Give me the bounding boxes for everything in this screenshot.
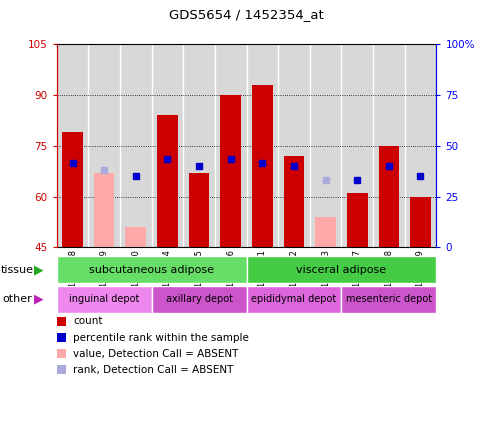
Text: mesenteric depot: mesenteric depot xyxy=(346,294,432,304)
Bar xyxy=(379,146,399,247)
Text: other: other xyxy=(2,294,32,304)
Bar xyxy=(252,85,273,247)
Bar xyxy=(189,173,210,247)
Bar xyxy=(246,256,436,283)
Text: axillary depot: axillary depot xyxy=(166,294,233,304)
Text: epididymal depot: epididymal depot xyxy=(251,294,337,304)
Bar xyxy=(62,132,83,247)
Text: inguinal depot: inguinal depot xyxy=(69,294,140,304)
Text: rank, Detection Call = ABSENT: rank, Detection Call = ABSENT xyxy=(73,365,233,375)
Bar xyxy=(347,193,367,247)
Text: tissue: tissue xyxy=(0,265,34,275)
Text: GDS5654 / 1452354_at: GDS5654 / 1452354_at xyxy=(169,8,324,21)
Text: subcutaneous adipose: subcutaneous adipose xyxy=(89,265,214,275)
Text: visceral adipose: visceral adipose xyxy=(296,265,387,275)
Bar xyxy=(410,197,431,247)
Text: percentile rank within the sample: percentile rank within the sample xyxy=(73,332,249,343)
Bar xyxy=(57,256,246,283)
Bar xyxy=(57,286,152,313)
Text: ▶: ▶ xyxy=(34,263,43,276)
Bar xyxy=(157,115,177,247)
Text: value, Detection Call = ABSENT: value, Detection Call = ABSENT xyxy=(73,349,238,359)
Bar xyxy=(283,156,304,247)
Bar xyxy=(94,173,114,247)
Bar xyxy=(126,227,146,247)
Text: count: count xyxy=(73,316,103,327)
Bar xyxy=(316,217,336,247)
Bar xyxy=(220,95,241,247)
Bar xyxy=(152,286,246,313)
Bar xyxy=(246,286,341,313)
Bar xyxy=(341,286,436,313)
Text: ▶: ▶ xyxy=(34,293,43,306)
